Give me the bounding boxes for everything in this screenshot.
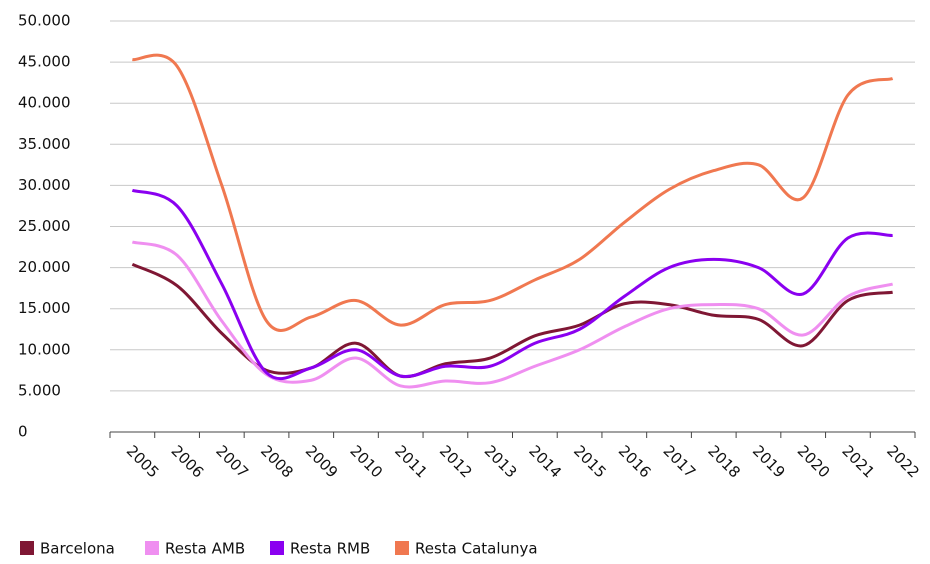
legend-label: Barcelona	[40, 540, 115, 558]
x-tick-label: 2014	[525, 442, 565, 482]
x-tick-label: 2020	[794, 442, 834, 482]
x-tick-label: 2009	[302, 442, 342, 482]
y-tick-label: 25.000	[18, 217, 71, 235]
x-tick-label: 2007	[212, 442, 252, 482]
x-tick-label: 2011	[391, 442, 431, 482]
legend-label: Resta AMB	[165, 540, 245, 558]
y-tick-label: 15.000	[18, 299, 71, 317]
y-tick-label: 10.000	[18, 340, 71, 358]
x-tick-label: 2005	[123, 442, 163, 482]
x-tick-label: 2006	[168, 442, 208, 482]
y-tick-label: 20.000	[18, 258, 71, 276]
legend-label: Resta Catalunya	[415, 540, 538, 558]
y-tick-label: 0	[18, 423, 28, 441]
y-tick-label: 30.000	[18, 176, 71, 194]
x-tick-label: 2018	[704, 442, 744, 482]
y-tick-label: 5.000	[18, 381, 61, 399]
legend-swatch	[395, 541, 409, 555]
x-tick-label: 2016	[615, 442, 655, 482]
legend-swatch	[20, 541, 34, 555]
x-tick-label: 2021	[838, 442, 878, 482]
x-tick-label: 2017	[660, 442, 700, 482]
y-tick-label: 45.000	[18, 53, 71, 71]
y-tick-label: 35.000	[18, 135, 71, 153]
x-tick-label: 2010	[346, 442, 386, 482]
legend-label: Resta RMB	[290, 540, 370, 558]
series-line	[131, 240, 894, 389]
x-tick-label: 2013	[481, 442, 521, 482]
series-line	[131, 188, 893, 380]
x-tick-label: 2012	[436, 442, 476, 482]
y-tick-label: 40.000	[18, 94, 71, 112]
y-tick-label: 50.000	[18, 12, 71, 30]
x-tick-label: 2022	[883, 442, 923, 482]
legend-swatch	[270, 541, 284, 555]
series-line	[132, 53, 894, 332]
x-tick-label: 2019	[749, 442, 789, 482]
x-tick-label: 2008	[257, 442, 297, 482]
legend-swatch	[145, 541, 159, 555]
x-tick-label: 2015	[570, 442, 610, 482]
